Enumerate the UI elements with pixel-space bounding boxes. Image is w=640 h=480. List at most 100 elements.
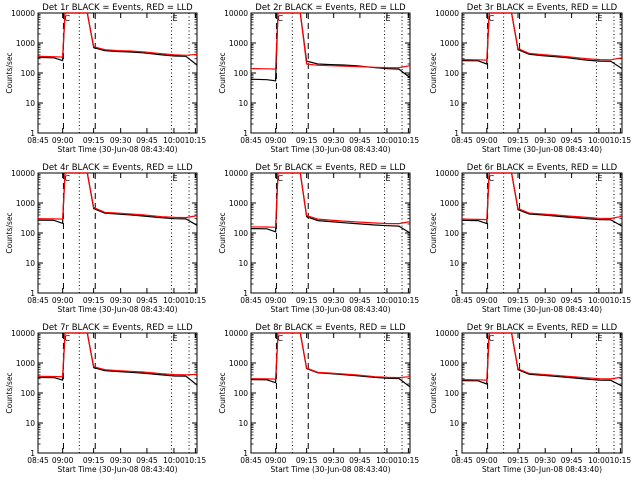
y-axis-label: Counts/sec: [5, 212, 14, 253]
chart-panel-6: Det 6r BLACK = Events, RED = LLD 1 10 100 10…: [429, 163, 631, 314]
x-tick-label: 10:00: [376, 136, 398, 145]
y-tick-label: 10: [238, 99, 248, 108]
y-tick-label: 1000: [16, 199, 35, 208]
series-line-lld: [37, 172, 198, 220]
y-tick-label: 10: [449, 419, 459, 428]
x-tick-label: 09:15: [296, 136, 318, 145]
x-tick-label: 08:45: [27, 136, 49, 145]
x-tick-label: 09:00: [52, 136, 74, 145]
chart-title: Det 6r BLACK = Events, RED = LLD: [467, 163, 618, 173]
x-tick-label: 09:30: [110, 136, 132, 145]
y-tick-label: 1000: [229, 199, 248, 208]
plot-frame: [250, 332, 411, 454]
marker-label-c: C: [489, 334, 495, 343]
plot-frame: [37, 12, 198, 134]
x-axis-label: Start Time (30-Jun-08 08:43:40): [482, 305, 602, 314]
x-tick-label: 09:00: [476, 296, 498, 305]
y-tick-label: 1: [454, 449, 459, 458]
x-tick-label: 08:45: [240, 136, 262, 145]
y-tick-label: 100: [21, 229, 36, 238]
marker-label-c: C: [64, 14, 70, 23]
y-tick-label: 1: [30, 289, 35, 298]
x-tick-label: 10:15: [185, 136, 207, 145]
marker-label-e: E: [173, 14, 178, 23]
x-tick-label: 08:45: [240, 296, 262, 305]
series-line-events: [250, 12, 411, 82]
x-tick-label: 09:15: [507, 296, 529, 305]
y-tick-label: 10: [449, 99, 459, 108]
y-axis-label: Counts/sec: [5, 372, 14, 413]
y-axis-label: Counts/sec: [429, 212, 438, 253]
x-tick-label: 09:15: [83, 296, 105, 305]
series-line-lld: [250, 172, 411, 228]
x-tick-label: 09:45: [136, 136, 158, 145]
x-axis-label: Start Time (30-Jun-08 08:43:40): [482, 145, 602, 154]
x-tick-label: 09:30: [110, 296, 132, 305]
x-tick-label: 10:00: [376, 456, 398, 465]
x-axis-label: Start Time (30-Jun-08 08:43:40): [271, 145, 391, 154]
marker-label-c: C: [489, 14, 495, 23]
x-tick-label: 09:30: [534, 456, 556, 465]
plot-frame: [461, 172, 623, 294]
series-line-lld: [37, 12, 198, 58]
x-tick-label: 10:15: [610, 136, 632, 145]
y-tick-label: 1000: [229, 359, 248, 368]
series-line-lld: [461, 12, 623, 61]
y-tick-label: 1000: [440, 199, 459, 208]
x-tick-label: 10:00: [163, 456, 185, 465]
y-tick-label: 100: [234, 229, 249, 238]
x-tick-label: 09:00: [52, 296, 74, 305]
y-tick-label: 100: [234, 69, 249, 78]
marker-label-c: C: [489, 174, 495, 183]
y-tick-label: 1: [243, 129, 248, 138]
marker-label-c: C: [277, 334, 283, 343]
y-axis-label: Counts/sec: [429, 372, 438, 413]
y-tick-label: 100: [445, 389, 460, 398]
x-tick-label: 09:15: [296, 296, 318, 305]
y-tick-label: 10000: [435, 9, 459, 18]
y-tick-label: 10000: [435, 329, 459, 338]
x-tick-label: 10:00: [163, 296, 185, 305]
x-axis-label: Start Time (30-Jun-08 08:43:40): [271, 465, 391, 474]
plot-frame: [461, 332, 623, 454]
plot-frame: [250, 12, 411, 134]
series-line-lld: [250, 12, 411, 70]
y-tick-label: 10: [449, 259, 459, 268]
chart-panel-2: Det 2r BLACK = Events, RED = LLD 1 10 100 10…: [218, 3, 419, 154]
x-tick-label: 10:00: [163, 136, 185, 145]
chart-panel-9: Det 9r BLACK = Events, RED = LLD 1 10 100 10…: [429, 323, 631, 474]
y-tick-label: 1000: [440, 359, 459, 368]
x-tick-label: 09:45: [349, 136, 371, 145]
marker-label-e: E: [386, 174, 391, 183]
marker-label-e: E: [386, 14, 391, 23]
x-tick-label: 08:45: [240, 456, 262, 465]
chart-title: Det 2r BLACK = Events, RED = LLD: [255, 3, 406, 13]
x-tick-label: 09:00: [265, 296, 287, 305]
x-tick-label: 09:30: [323, 136, 345, 145]
chart-title: Det 5r BLACK = Events, RED = LLD: [255, 163, 406, 173]
series-line-lld: [250, 332, 411, 380]
marker-label-e: E: [597, 174, 602, 183]
x-tick-label: 09:45: [349, 296, 371, 305]
x-tick-label: 09:45: [136, 456, 158, 465]
series-line-lld: [37, 332, 198, 378]
x-tick-label: 08:45: [451, 456, 473, 465]
x-tick-label: 09:00: [476, 136, 498, 145]
y-tick-label: 10000: [224, 9, 248, 18]
x-tick-label: 09:45: [561, 136, 583, 145]
y-tick-label: 10000: [11, 329, 35, 338]
series-line-lld: [461, 172, 623, 221]
x-tick-label: 10:15: [610, 296, 632, 305]
y-axis-label: Counts/sec: [5, 52, 14, 93]
y-tick-label: 10000: [11, 9, 35, 18]
y-tick-label: 1000: [229, 39, 248, 48]
x-axis-label: Start Time (30-Jun-08 08:43:40): [58, 305, 178, 314]
marker-label-e: E: [173, 174, 178, 183]
y-tick-label: 1: [30, 129, 35, 138]
x-tick-label: 09:15: [83, 456, 105, 465]
y-tick-label: 10000: [224, 169, 248, 178]
y-tick-label: 1000: [16, 39, 35, 48]
x-tick-label: 10:15: [610, 456, 632, 465]
x-tick-label: 09:15: [507, 456, 529, 465]
x-tick-label: 10:00: [588, 456, 610, 465]
